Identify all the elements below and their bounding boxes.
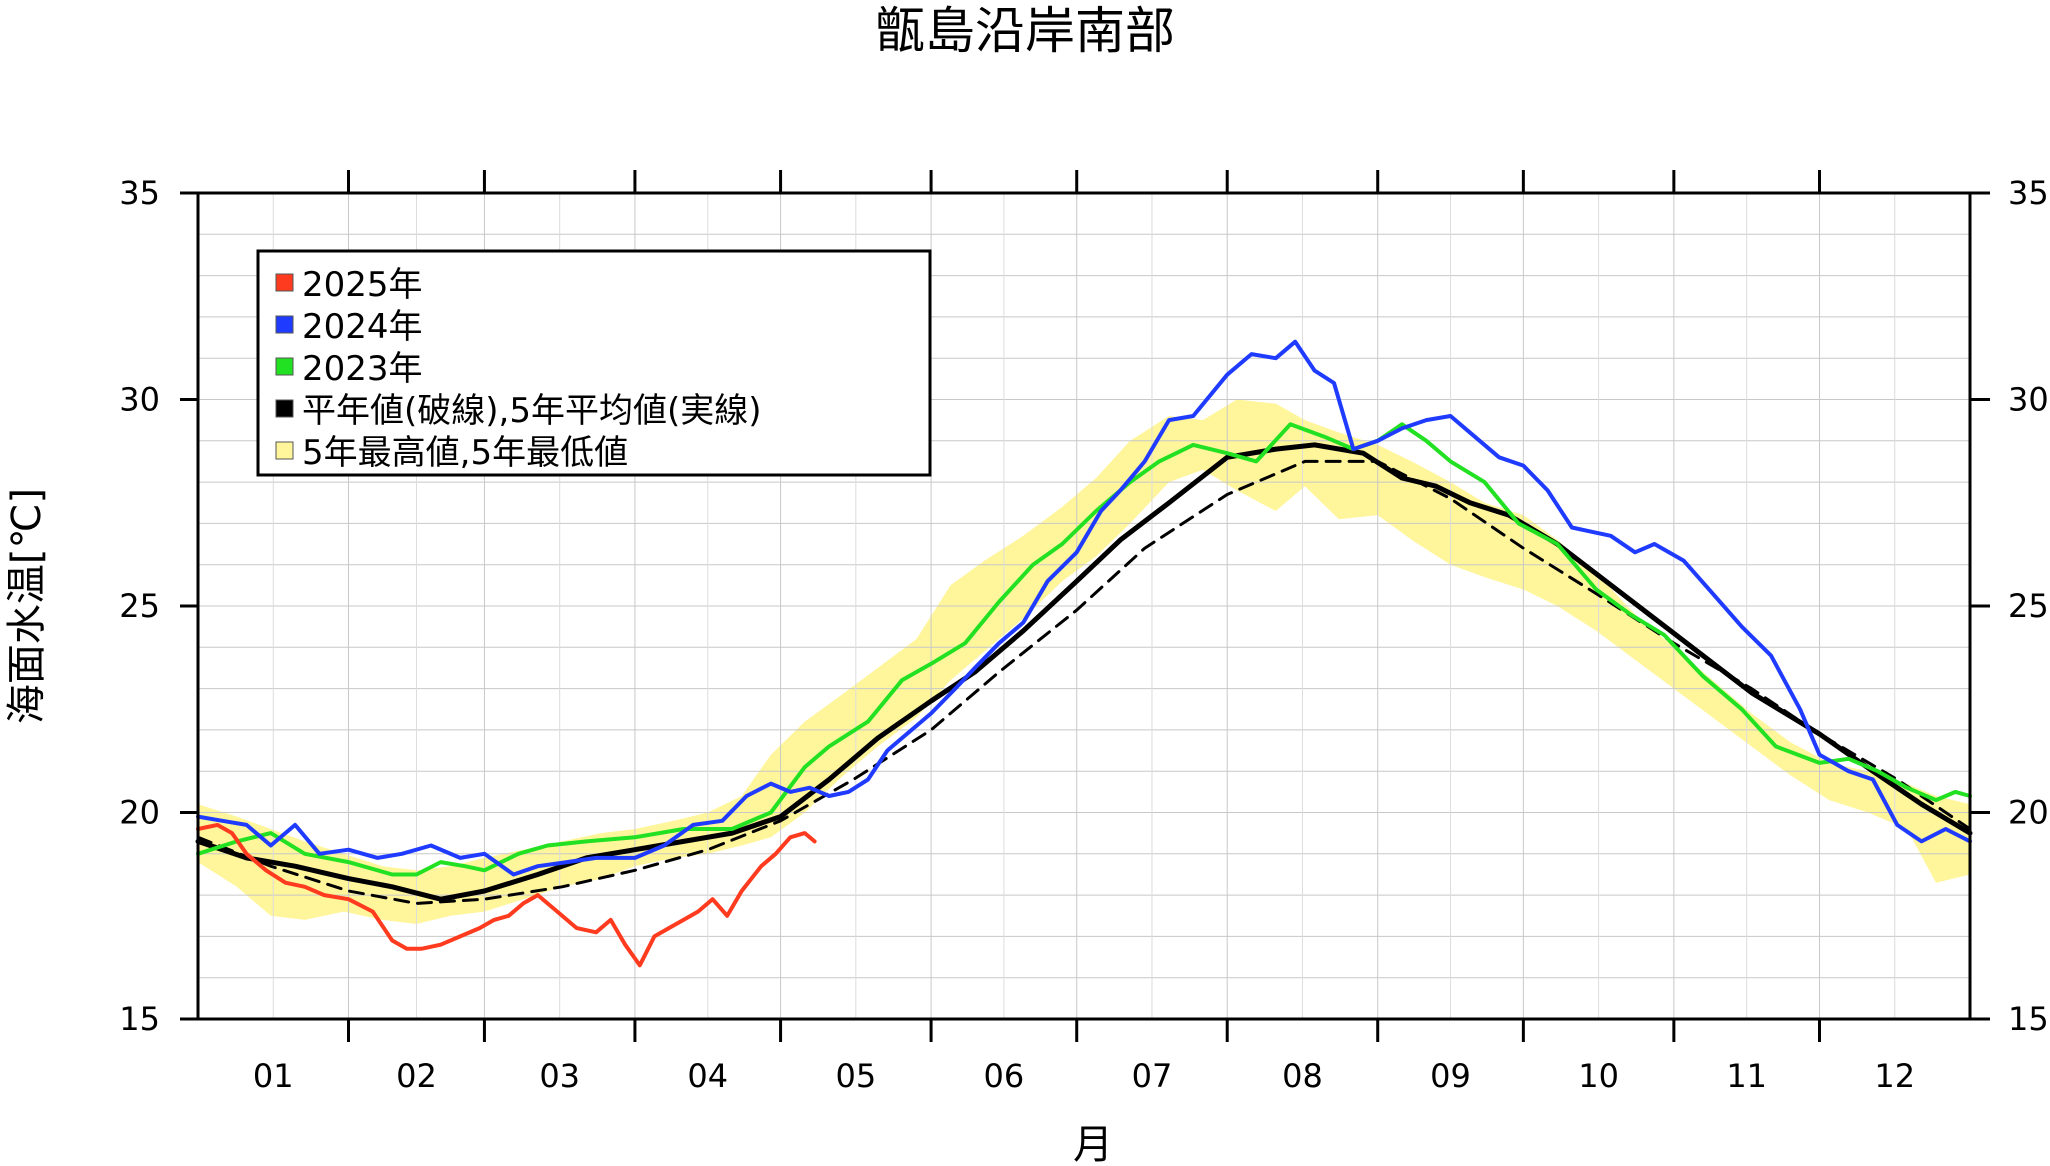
x-tick-label: 02 — [396, 1057, 437, 1095]
x-tick-label: 04 — [687, 1057, 728, 1095]
x-tick-label: 10 — [1578, 1057, 1619, 1095]
legend-box — [256, 249, 932, 477]
grid-layer — [198, 193, 1970, 1019]
series-line-avg5 — [195, 442, 1973, 902]
axis-layer: 15 15 20 20 25 25 30 30 35 35 01 02 03 04 05 06 07 08 09 10… — [119, 170, 2049, 1095]
legend-label: 2024年 — [302, 307, 423, 347]
x-axis-label: 月 — [1073, 1122, 1113, 1166]
series-line-s2024 — [196, 339, 1972, 877]
legend: 2025年2024年2023年平年値(破線),5年平均値(実線)5年最高値,5年… — [256, 249, 932, 477]
y-tick-label-left: 25 — [119, 587, 160, 625]
legend-swatch — [275, 357, 294, 376]
legend-label: 2023年 — [302, 349, 423, 389]
x-tick-label: 09 — [1430, 1057, 1471, 1095]
y-tick-label-right: 35 — [2008, 174, 2049, 212]
y-tick-label-right: 15 — [2008, 1000, 2049, 1038]
legend-swatch — [275, 399, 294, 418]
y-tick-label-left: 30 — [119, 381, 160, 419]
series-line-s2025 — [196, 822, 817, 968]
x-tick-label: 12 — [1874, 1057, 1915, 1095]
legend-swatch — [275, 441, 294, 460]
x-tick-label: 05 — [835, 1057, 876, 1095]
band-area — [198, 399, 1970, 924]
x-tick-label: 07 — [1132, 1057, 1173, 1095]
legend-swatch — [275, 273, 294, 292]
y-tick-label-right: 25 — [2008, 587, 2049, 625]
y-tick-label-left: 20 — [119, 794, 160, 832]
legend-label: 2025年 — [302, 265, 423, 305]
x-tick-label: 03 — [539, 1057, 580, 1095]
series-layer — [195, 339, 1973, 968]
x-tick-label: 08 — [1282, 1057, 1323, 1095]
legend-swatch — [275, 315, 294, 334]
legend-label: 5年最高値,5年最低値 — [302, 433, 628, 473]
x-tick-label: 06 — [984, 1057, 1025, 1095]
x-tick-label: 01 — [253, 1057, 294, 1095]
y-tick-label-right: 20 — [2008, 794, 2049, 832]
legend-label: 平年値(破線),5年平均値(実線) — [302, 391, 762, 431]
y-tick-label-right: 30 — [2008, 381, 2049, 419]
chart-title: 甑島沿岸南部 — [875, 2, 1175, 60]
y-tick-label-left: 15 — [119, 1000, 160, 1038]
y-axis-label: 海面水温[℃] — [4, 488, 50, 724]
x-tick-label: 11 — [1726, 1057, 1767, 1095]
y-tick-label-left: 35 — [119, 174, 160, 212]
series-line-s2023 — [196, 422, 1972, 877]
band-layer — [198, 399, 1970, 924]
